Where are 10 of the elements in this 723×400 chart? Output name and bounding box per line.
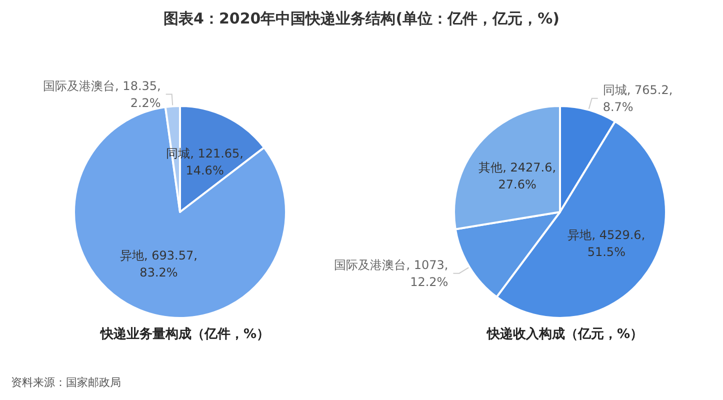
text: 图表4：2020年中国快递业务结构(单位：亿件，亿元，%) (164, 10, 560, 28)
slice-label: 其他, 2427.6, 27.6% (478, 160, 556, 192)
slice-label: 同城, 765.2, 8.7% (602, 82, 673, 114)
slice-label: 异地, 693.57, 83.2% (120, 248, 198, 280)
text: 快递收入构成（亿元，%） (486, 326, 644, 342)
slice-label: 异地, 4529.6, 51.5% (568, 228, 646, 259)
text: 资料来源：国家邮政局 (11, 376, 121, 389)
slice-label: 国际及港澳台, 18.35, 2.2% (43, 78, 161, 110)
slice-label: 国际及港澳台, 1073, 12.2% (334, 258, 448, 289)
text: 快递业务量构成（亿件，%） (99, 326, 270, 342)
